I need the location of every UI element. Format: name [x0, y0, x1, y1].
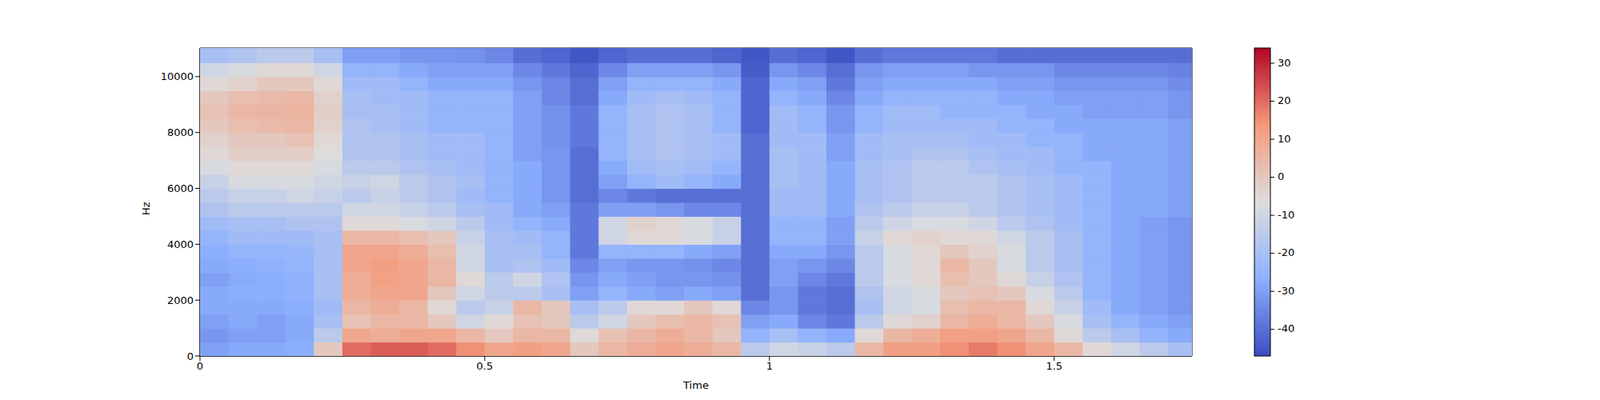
svg-text:2000: 2000 — [167, 294, 194, 307]
svg-text:0: 0 — [187, 350, 194, 363]
svg-text:-20: -20 — [1277, 246, 1295, 259]
svg-text:0.5: 0.5 — [476, 360, 494, 372]
svg-text:Hz: Hz — [140, 201, 152, 216]
svg-text:1.5: 1.5 — [1045, 360, 1063, 372]
svg-text:0: 0 — [196, 360, 204, 372]
svg-text:Time: Time — [682, 379, 709, 392]
svg-text:10: 10 — [1277, 132, 1292, 145]
svg-text:0: 0 — [1277, 170, 1284, 183]
svg-text:10000: 10000 — [160, 70, 194, 83]
svg-text:6000: 6000 — [167, 182, 194, 195]
svg-text:8000: 8000 — [167, 126, 194, 139]
svg-text:4000: 4000 — [167, 238, 194, 251]
svg-text:-40: -40 — [1277, 322, 1295, 335]
svg-text:-30: -30 — [1277, 284, 1295, 297]
svg-text:30: 30 — [1277, 56, 1292, 69]
svg-text:20: 20 — [1277, 94, 1292, 107]
svg-text:1: 1 — [766, 360, 773, 372]
svg-text:-10: -10 — [1277, 208, 1295, 221]
